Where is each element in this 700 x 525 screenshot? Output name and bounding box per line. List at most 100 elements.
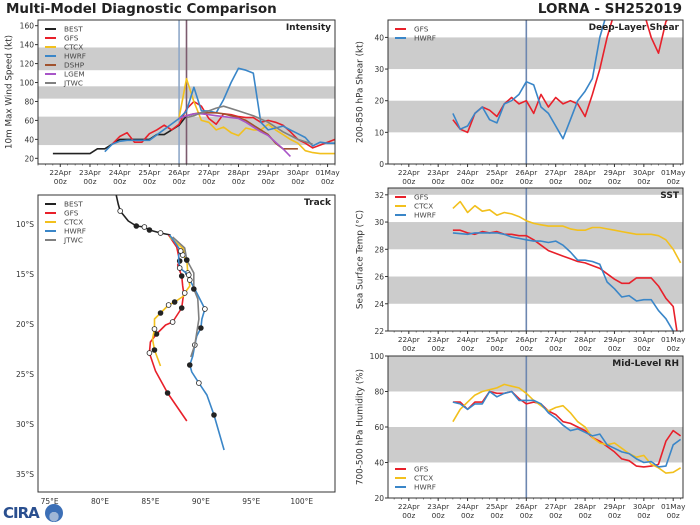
series-ctcx-line <box>452 200 682 264</box>
x-tick-label: 23Apr <box>79 168 101 177</box>
series-best-line <box>52 115 188 155</box>
x-tick-label: 80°E <box>91 497 109 506</box>
x-tick-sublabel: 00z <box>461 177 474 186</box>
x-tick-sublabel: 00z <box>490 511 503 520</box>
track-panel-title: Track <box>304 198 332 208</box>
x-tick-sublabel: 00z <box>579 177 592 186</box>
track-marker-open <box>146 350 153 356</box>
legend-label-jtwc: JTWC <box>63 79 83 88</box>
y-tick-label: 80 <box>24 97 34 106</box>
y-tick-label: 15°S <box>16 270 34 279</box>
x-tick-label: 95°E <box>242 497 260 506</box>
track-marker-open <box>169 319 176 325</box>
track-marker-open <box>151 326 158 332</box>
series-hwrf-line <box>168 234 225 451</box>
x-tick-sublabel: 00z <box>549 511 562 520</box>
intensity-panel: 2040608010012014016022Apr00z23Apr00z24Ap… <box>5 19 340 186</box>
x-tick-label: 25Apr <box>486 335 508 344</box>
series-hwrf-line <box>104 67 335 153</box>
x-tick-label: 85°E <box>141 497 159 506</box>
y-tick-label: 25°S <box>16 370 34 379</box>
sst-frame <box>387 187 684 332</box>
x-tick-label: 90°E <box>192 497 210 506</box>
x-tick-sublabel: 00z <box>262 177 275 186</box>
x-tick-label: 27Apr <box>198 168 220 177</box>
track-marker-filled <box>171 299 178 305</box>
x-tick-sublabel: 00z <box>549 344 562 353</box>
track-marker-open <box>165 302 172 308</box>
x-tick-sublabel: 00z <box>432 344 445 353</box>
y-tick-label: 80 <box>374 388 384 397</box>
x-tick-sublabel: 00z <box>202 177 215 186</box>
y-tick-label: 20 <box>374 97 384 106</box>
y-tick-label: 28 <box>374 245 384 254</box>
shear-y-axis-label: 200-850 hPa Shear (kt) <box>356 41 366 143</box>
x-tick-label: 26Apr <box>515 335 537 344</box>
rh-panel-title: Mid-Level RH <box>612 359 679 369</box>
track-marker-open <box>177 248 184 254</box>
track-marker-filled <box>153 331 160 337</box>
x-tick-sublabel: 00z <box>173 177 186 186</box>
x-tick-sublabel: 00z <box>520 511 533 520</box>
x-tick-label: 28Apr <box>574 502 596 511</box>
shaded-band <box>388 37 683 70</box>
intensity-plot-area <box>38 20 335 164</box>
sst-panel: 22242628303222Apr00z23Apr00z24Apr00z25Ap… <box>356 187 686 353</box>
track-marker-open <box>117 208 123 214</box>
track-marker-filled <box>133 223 140 229</box>
track-marker-filled <box>186 362 193 368</box>
x-tick-label: 01May <box>315 168 340 177</box>
rh-plot-area <box>388 356 683 498</box>
x-tick-label: 25Apr <box>486 168 508 177</box>
track-frame <box>37 194 336 493</box>
x-tick-sublabel: 00z <box>402 177 415 186</box>
shaded-band <box>388 100 683 133</box>
y-tick-label: 40 <box>24 135 34 144</box>
storm-title: LORNA - SH252019 <box>537 1 682 17</box>
x-tick-label: 23Apr <box>427 502 449 511</box>
x-tick-sublabel: 00z <box>608 177 621 186</box>
x-tick-sublabel: 00z <box>402 344 415 353</box>
track-marker-filled <box>183 257 190 263</box>
legend-label-hwrf: HWRF <box>414 34 436 43</box>
legend-label-ctcx: CTCX <box>64 218 83 227</box>
legend-label-ctcx: CTCX <box>414 474 433 483</box>
x-tick-sublabel: 00z <box>490 177 503 186</box>
sst-plot-area <box>388 188 683 331</box>
track-marker-open <box>141 224 148 230</box>
y-tick-label: 26 <box>374 273 384 282</box>
y-tick-label: 32 <box>374 191 384 200</box>
series-jtwc-line <box>172 236 200 358</box>
x-tick-sublabel: 00z <box>432 177 445 186</box>
shear-panel: 01020304022Apr00z23Apr00z24Apr00z25Apr00… <box>356 19 686 186</box>
series-jtwc-line <box>186 105 313 145</box>
track-marker-filled <box>191 286 197 292</box>
x-tick-label: 25Apr <box>138 168 160 177</box>
x-tick-label: 100°E <box>290 497 313 506</box>
y-tick-label: 0 <box>379 160 384 169</box>
x-tick-label: 30Apr <box>287 168 309 177</box>
shaded-band <box>388 356 683 392</box>
x-tick-label: 26Apr <box>515 502 537 511</box>
track-marker-open <box>196 380 202 386</box>
track-marker-open <box>202 306 208 312</box>
x-tick-sublabel: 00z <box>608 344 621 353</box>
x-tick-label: 26Apr <box>168 168 190 177</box>
x-tick-sublabel: 00z <box>54 177 67 186</box>
track-marker-filled <box>211 412 217 418</box>
x-tick-sublabel: 00z <box>608 511 621 520</box>
x-tick-label: 29Apr <box>603 502 625 511</box>
legend-label-hwrf: HWRF <box>64 52 86 61</box>
x-tick-label: 29Apr <box>603 168 625 177</box>
track-marker-filled <box>151 347 158 353</box>
sst-panel-title: SST <box>660 191 680 201</box>
y-tick-label: 40 <box>374 459 384 468</box>
legend-label-gfs: GFS <box>64 34 79 43</box>
x-tick-label: 22Apr <box>398 168 420 177</box>
legend-label-gfs: GFS <box>414 193 429 202</box>
track-marker-open <box>185 272 192 278</box>
x-tick-label: 01May <box>661 502 686 511</box>
y-tick-label: 100 <box>370 352 385 361</box>
